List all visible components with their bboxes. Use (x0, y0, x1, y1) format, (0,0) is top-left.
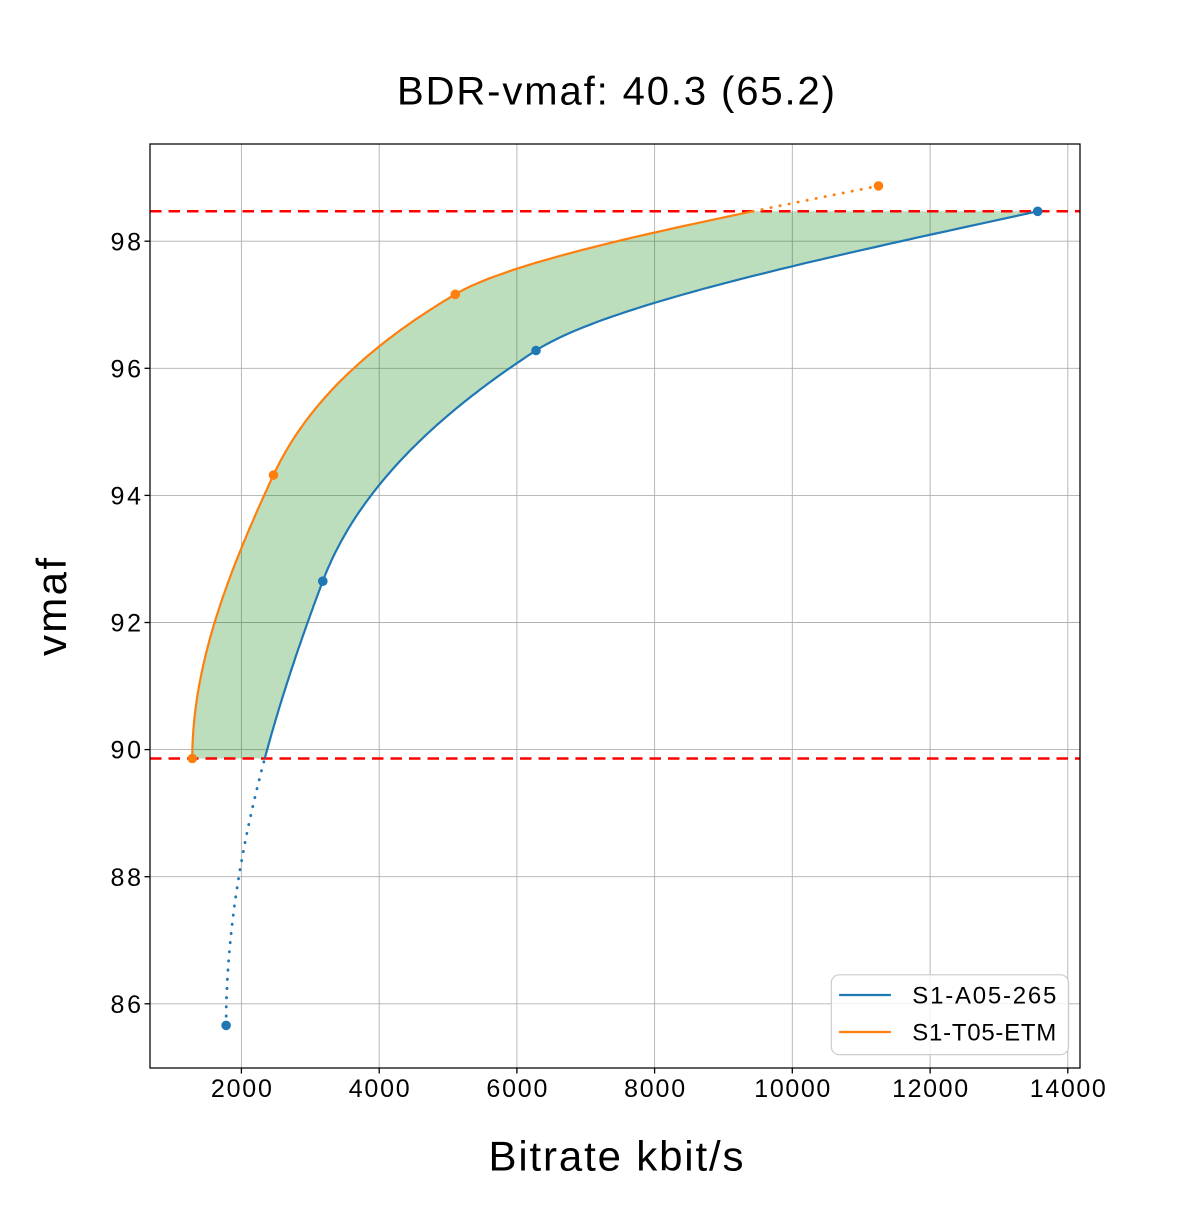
svg-text:BDR-vmaf: 40.3 (65.2): BDR-vmaf: 40.3 (65.2) (397, 70, 835, 114)
svg-text:8000: 8000 (624, 1075, 685, 1103)
svg-text:2000: 2000 (211, 1075, 272, 1103)
svg-text:12000: 12000 (892, 1075, 968, 1103)
svg-text:S1-T05-ETM: S1-T05-ETM (912, 1020, 1056, 1047)
svg-text:4000: 4000 (349, 1075, 410, 1103)
svg-text:10000: 10000 (754, 1075, 830, 1103)
svg-text:S1-A05-265: S1-A05-265 (912, 983, 1056, 1010)
svg-text:14000: 14000 (1030, 1075, 1106, 1103)
svg-text:6000: 6000 (486, 1075, 547, 1103)
svg-text:vmaf: vmaf (28, 558, 75, 656)
svg-text:Bitrate kbit/s: Bitrate kbit/s (489, 1133, 744, 1180)
